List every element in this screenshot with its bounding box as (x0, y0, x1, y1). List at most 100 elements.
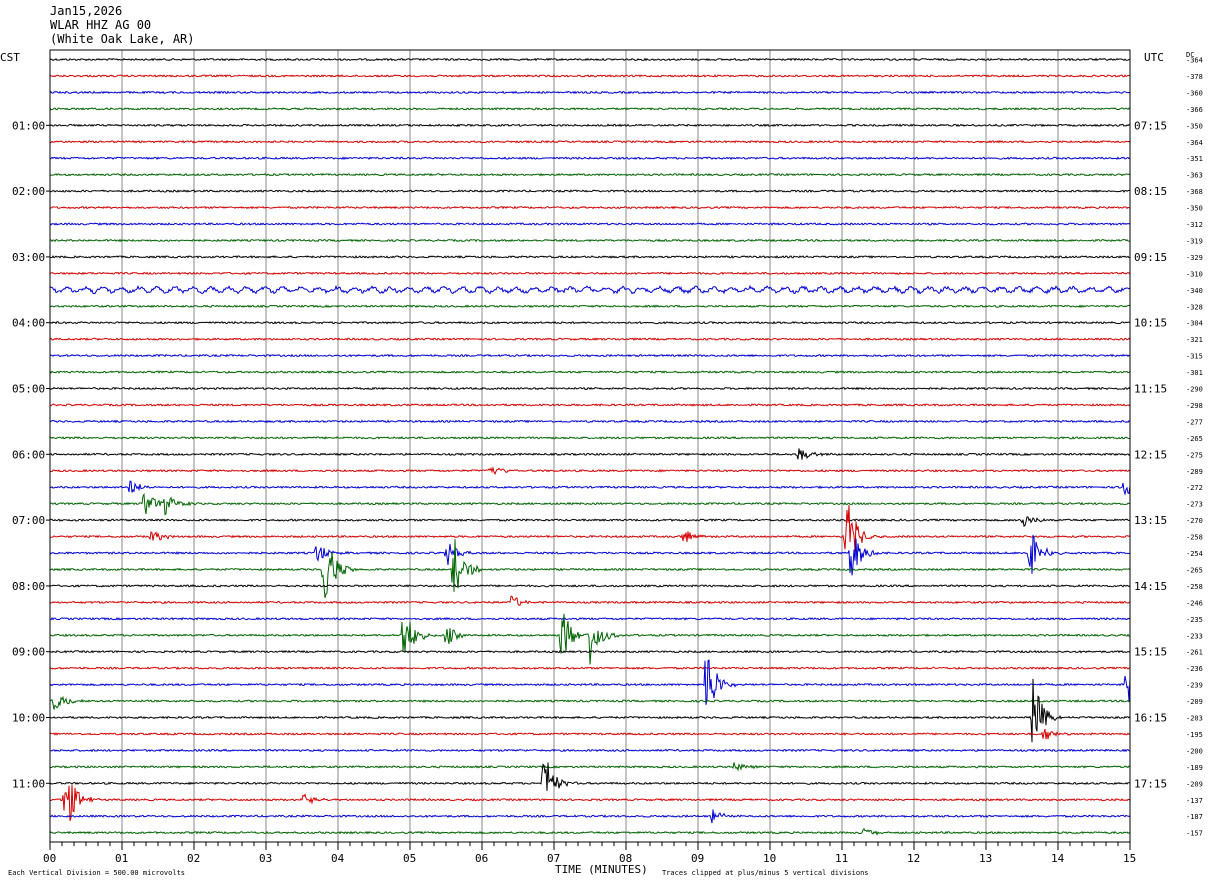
x-tick-label: 05 (403, 852, 416, 865)
left-hour-label: 04:00 (12, 317, 45, 330)
trace-11 (49, 238, 1131, 243)
trace-9 (49, 205, 1131, 210)
trace-47 (49, 827, 1131, 836)
trace-36 (49, 649, 1131, 654)
x-axis-title: TIME (MINUTES) (555, 863, 648, 876)
dc-offset-label: -275 (1186, 451, 1203, 459)
dc-label: DC (1186, 51, 1194, 59)
dc-offset-label: -310 (1186, 270, 1203, 278)
dc-offset-label: -233 (1186, 632, 1203, 640)
dc-offset-label: -378 (1186, 73, 1203, 81)
trace-13 (49, 271, 1131, 276)
left-timezone-label: CST (0, 51, 20, 64)
plot-border (49, 49, 1131, 843)
dc-offset-label: -340 (1186, 287, 1203, 295)
left-hour-label: 02:00 (12, 185, 45, 198)
x-tick-label: 09 (691, 852, 704, 865)
trace-30 (49, 534, 1131, 576)
dc-offset-label: -254 (1186, 550, 1203, 558)
left-hour-label: 06:00 (12, 448, 45, 461)
trace-45 (49, 784, 1131, 821)
right-timezone-label: UTC (1144, 51, 1164, 64)
x-tick-label: 07 (547, 852, 560, 865)
x-tick-label: 04 (331, 852, 345, 865)
left-hour-label: 07:00 (12, 514, 45, 527)
dc-offset-label: -209 (1186, 780, 1203, 788)
trace-33 (49, 595, 1131, 606)
x-tick-label: 00 (43, 852, 56, 865)
scale-note: Each Vertical Division = 500.00 microvol… (8, 869, 185, 877)
trace-21 (49, 403, 1131, 407)
trace-24 (49, 448, 1131, 460)
trace-3 (49, 107, 1131, 111)
trace-14 (49, 284, 1131, 295)
trace-18 (49, 353, 1131, 358)
dc-offset-label: -187 (1186, 813, 1203, 821)
trace-20 (49, 386, 1131, 391)
left-hour-label: 11:00 (12, 777, 45, 790)
dc-offset-label: -321 (1186, 336, 1203, 344)
trace-17 (49, 337, 1131, 341)
trace-40 (49, 678, 1131, 743)
left-hour-label: 10:00 (12, 712, 45, 725)
x-tick-label: 02 (187, 852, 200, 865)
trace-46 (49, 809, 1131, 824)
plot-frame (49, 49, 1131, 843)
dc-offset-label: -312 (1186, 221, 1203, 229)
trace-32 (49, 584, 1131, 588)
dc-offset-label: -246 (1186, 599, 1203, 607)
axis-labels: CST UTC DC TIME (MINUTES) Each Vertical … (0, 51, 1203, 877)
dc-offset-label: -258 (1186, 583, 1203, 591)
dc-offset-label: -304 (1186, 320, 1203, 328)
trace-41 (49, 728, 1131, 740)
trace-27 (49, 492, 1131, 516)
trace-2 (49, 90, 1131, 95)
header-location: (White Oak Lake, AR) (50, 32, 195, 46)
x-tick-label: 15 (1123, 852, 1136, 865)
dc-offset-label: -368 (1186, 188, 1203, 196)
x-tick-label: 03 (259, 852, 272, 865)
dc-offset-label: -209 (1186, 698, 1203, 706)
x-tick-label: 06 (475, 852, 488, 865)
minute-grid (121, 50, 1059, 842)
trace-16 (49, 320, 1131, 325)
trace-5 (49, 139, 1131, 144)
right-hour-label: 16:15 (1134, 712, 1167, 725)
dc-offset-label: -261 (1186, 649, 1203, 657)
right-hour-label: 10:15 (1134, 317, 1167, 330)
dc-offset-label: -298 (1186, 402, 1203, 410)
trace-43 (49, 762, 1131, 772)
trace-4 (49, 123, 1131, 128)
right-hour-label: 07:15 (1134, 119, 1167, 132)
right-hour-label: 11:15 (1134, 383, 1167, 396)
trace-39 (50, 695, 1131, 710)
dc-offset-label: -137 (1186, 797, 1203, 805)
plot-header: Jan15,2026 WLAR HHZ AG 00 (White Oak Lak… (50, 4, 195, 46)
left-hour-label: 03:00 (12, 251, 45, 264)
trace-35 (49, 613, 1130, 665)
header-date: Jan15,2026 (50, 4, 123, 18)
x-tick-label: 12 (907, 852, 920, 865)
dc-offset-label: -328 (1186, 303, 1203, 311)
dc-offset-label: -301 (1186, 369, 1203, 377)
right-hour-label: 08:15 (1134, 185, 1167, 198)
dc-offset-label: -290 (1186, 386, 1203, 394)
dc-offset-label: -289 (1186, 468, 1203, 476)
dc-offset-label: -203 (1186, 715, 1203, 723)
dc-offset-label: -258 (1186, 534, 1203, 542)
dc-offset-label: -200 (1186, 747, 1203, 755)
clip-note: Traces clipped at plus/minus 5 vertical … (662, 869, 869, 877)
trace-22 (49, 419, 1131, 424)
dc-offset-label: -265 (1186, 566, 1203, 574)
dc-offset-label: -351 (1186, 155, 1203, 163)
trace-26 (49, 480, 1131, 496)
right-hour-label: 12:15 (1134, 448, 1167, 461)
dc-offset-label: -364 (1186, 57, 1203, 65)
right-hour-label: 13:15 (1134, 514, 1167, 527)
trace-29 (49, 504, 1131, 552)
right-hour-label: 15:15 (1134, 646, 1167, 659)
dc-offset-label: -364 (1186, 139, 1203, 147)
x-tick-label: 13 (979, 852, 992, 865)
trace-19 (49, 370, 1131, 374)
